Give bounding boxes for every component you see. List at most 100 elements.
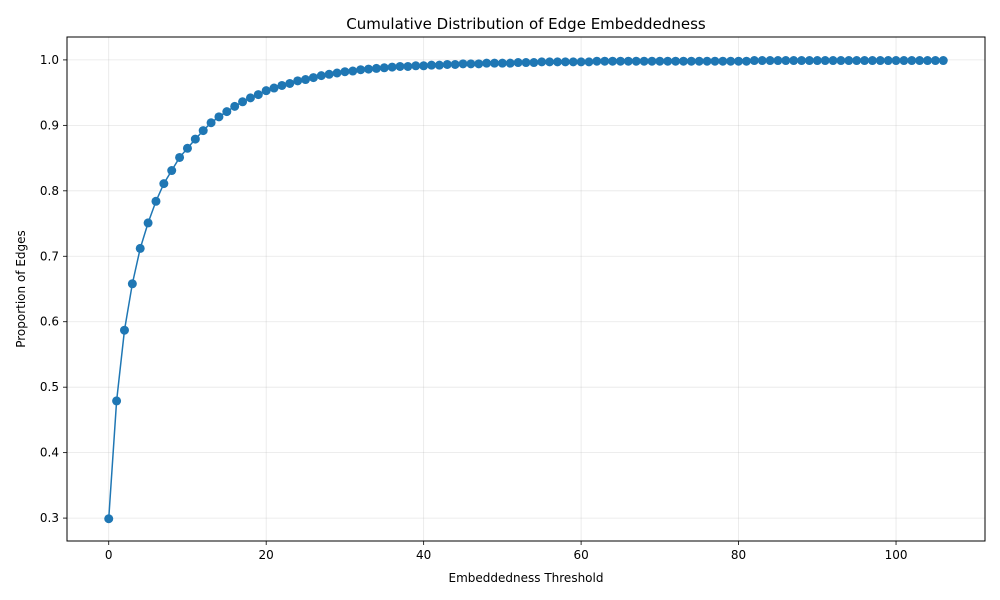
data-point	[702, 56, 712, 66]
data-point	[104, 514, 114, 524]
data-point	[749, 56, 759, 66]
x-tick-label: 20	[259, 548, 274, 562]
data-point	[852, 56, 862, 66]
x-tick-label: 80	[731, 548, 746, 562]
data-point	[639, 56, 649, 66]
data-point	[521, 58, 531, 68]
data-point	[576, 57, 586, 67]
data-point	[379, 63, 389, 73]
data-point	[411, 61, 421, 71]
data-point	[490, 58, 500, 68]
data-point	[789, 56, 799, 66]
data-point	[686, 56, 696, 66]
data-point	[245, 93, 255, 103]
data-point	[230, 101, 240, 111]
data-point	[923, 56, 933, 66]
plot-frame	[66, 36, 986, 542]
data-point	[907, 56, 917, 66]
data-point	[238, 97, 248, 107]
data-point	[198, 126, 208, 136]
y-tick-label: 0.9	[40, 118, 59, 132]
data-point	[127, 279, 137, 289]
data-point	[773, 56, 783, 66]
data-point	[537, 57, 547, 67]
data-point	[915, 56, 925, 66]
data-point	[757, 56, 767, 66]
data-point	[316, 71, 326, 81]
data-point	[505, 58, 515, 68]
data-point	[497, 58, 507, 68]
x-tick-label: 100	[885, 548, 908, 562]
series-layer	[104, 56, 948, 524]
data-point	[513, 58, 523, 68]
x-axis-label: Embeddedness Threshold	[449, 571, 604, 585]
data-point	[482, 58, 492, 68]
data-point	[151, 196, 161, 206]
data-point	[584, 57, 594, 67]
data-point	[608, 56, 618, 66]
data-point	[371, 63, 381, 73]
data-point	[175, 152, 185, 162]
data-point	[529, 58, 539, 68]
data-point	[875, 56, 885, 66]
data-point	[883, 56, 893, 66]
data-point	[442, 59, 452, 69]
data-point	[545, 57, 555, 67]
data-point	[403, 61, 413, 71]
data-point	[364, 64, 374, 74]
y-tick-label: 0.5	[40, 380, 59, 394]
data-point	[938, 56, 948, 66]
data-point	[726, 56, 736, 66]
data-point	[891, 56, 901, 66]
data-point	[135, 243, 145, 253]
y-tick-label: 0.8	[40, 184, 59, 198]
data-point	[395, 61, 405, 71]
data-point	[190, 134, 200, 144]
data-point	[930, 56, 940, 66]
data-point	[269, 83, 279, 93]
data-point	[694, 56, 704, 66]
y-tick-label: 0.6	[40, 315, 59, 329]
data-point	[552, 57, 562, 67]
data-point	[387, 62, 397, 72]
data-point	[214, 112, 224, 122]
data-point	[631, 56, 641, 66]
data-point	[828, 56, 838, 66]
data-point	[434, 60, 444, 70]
y-tick-label: 0.3	[40, 511, 59, 525]
data-point	[741, 56, 751, 66]
data-point	[734, 56, 744, 66]
data-point	[466, 59, 476, 69]
data-point	[867, 56, 877, 66]
data-point	[615, 56, 625, 66]
data-point	[340, 67, 350, 77]
data-point	[899, 56, 909, 66]
data-point	[419, 61, 429, 71]
data-point	[623, 56, 633, 66]
data-point	[836, 56, 846, 66]
data-point	[143, 218, 153, 228]
data-point	[222, 107, 232, 117]
data-point	[474, 59, 484, 69]
data-point	[324, 69, 334, 79]
y-tick-label: 1.0	[40, 53, 59, 67]
y-axis-label: Proportion of Edges	[14, 230, 28, 348]
data-point	[804, 56, 814, 66]
y-tick-label: 0.4	[40, 446, 59, 460]
data-point	[812, 56, 822, 66]
data-point	[655, 56, 665, 66]
data-point	[820, 56, 830, 66]
data-point	[568, 57, 578, 67]
data-point	[450, 59, 460, 69]
x-tick-label: 40	[416, 548, 431, 562]
data-point	[718, 56, 728, 66]
data-point	[308, 73, 318, 83]
data-point	[458, 59, 468, 69]
data-point	[119, 325, 129, 335]
data-point	[182, 143, 192, 153]
data-point	[600, 56, 610, 66]
data-point	[647, 56, 657, 66]
data-point	[167, 166, 177, 176]
